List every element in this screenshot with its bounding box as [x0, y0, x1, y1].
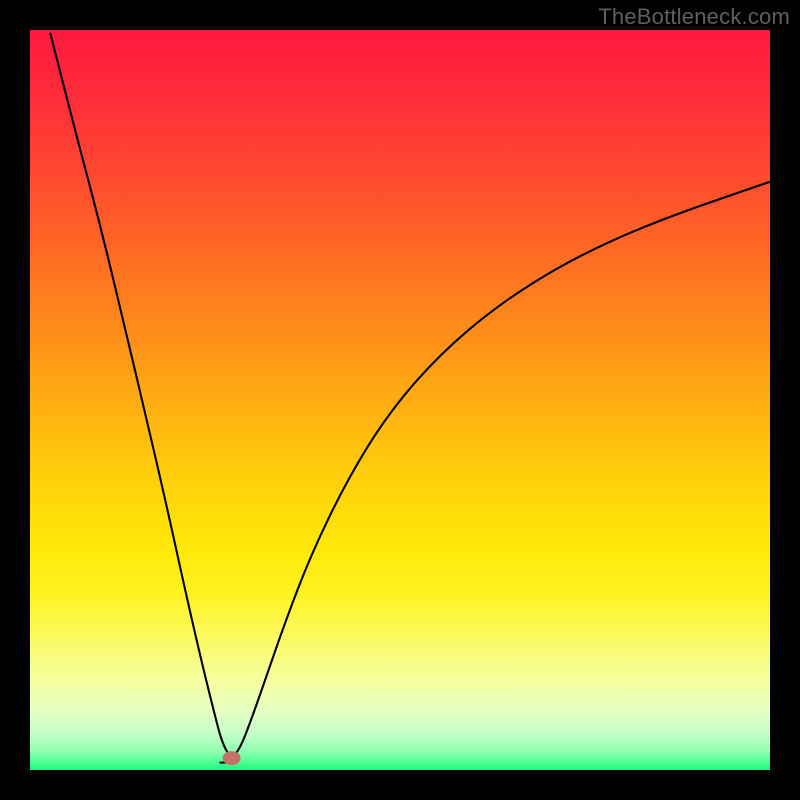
watermark-text: TheBottleneck.com [598, 4, 790, 30]
chart-container: TheBottleneck.com [0, 0, 800, 800]
bottleneck-chart-svg [0, 0, 800, 800]
bottleneck-marker [223, 751, 241, 765]
